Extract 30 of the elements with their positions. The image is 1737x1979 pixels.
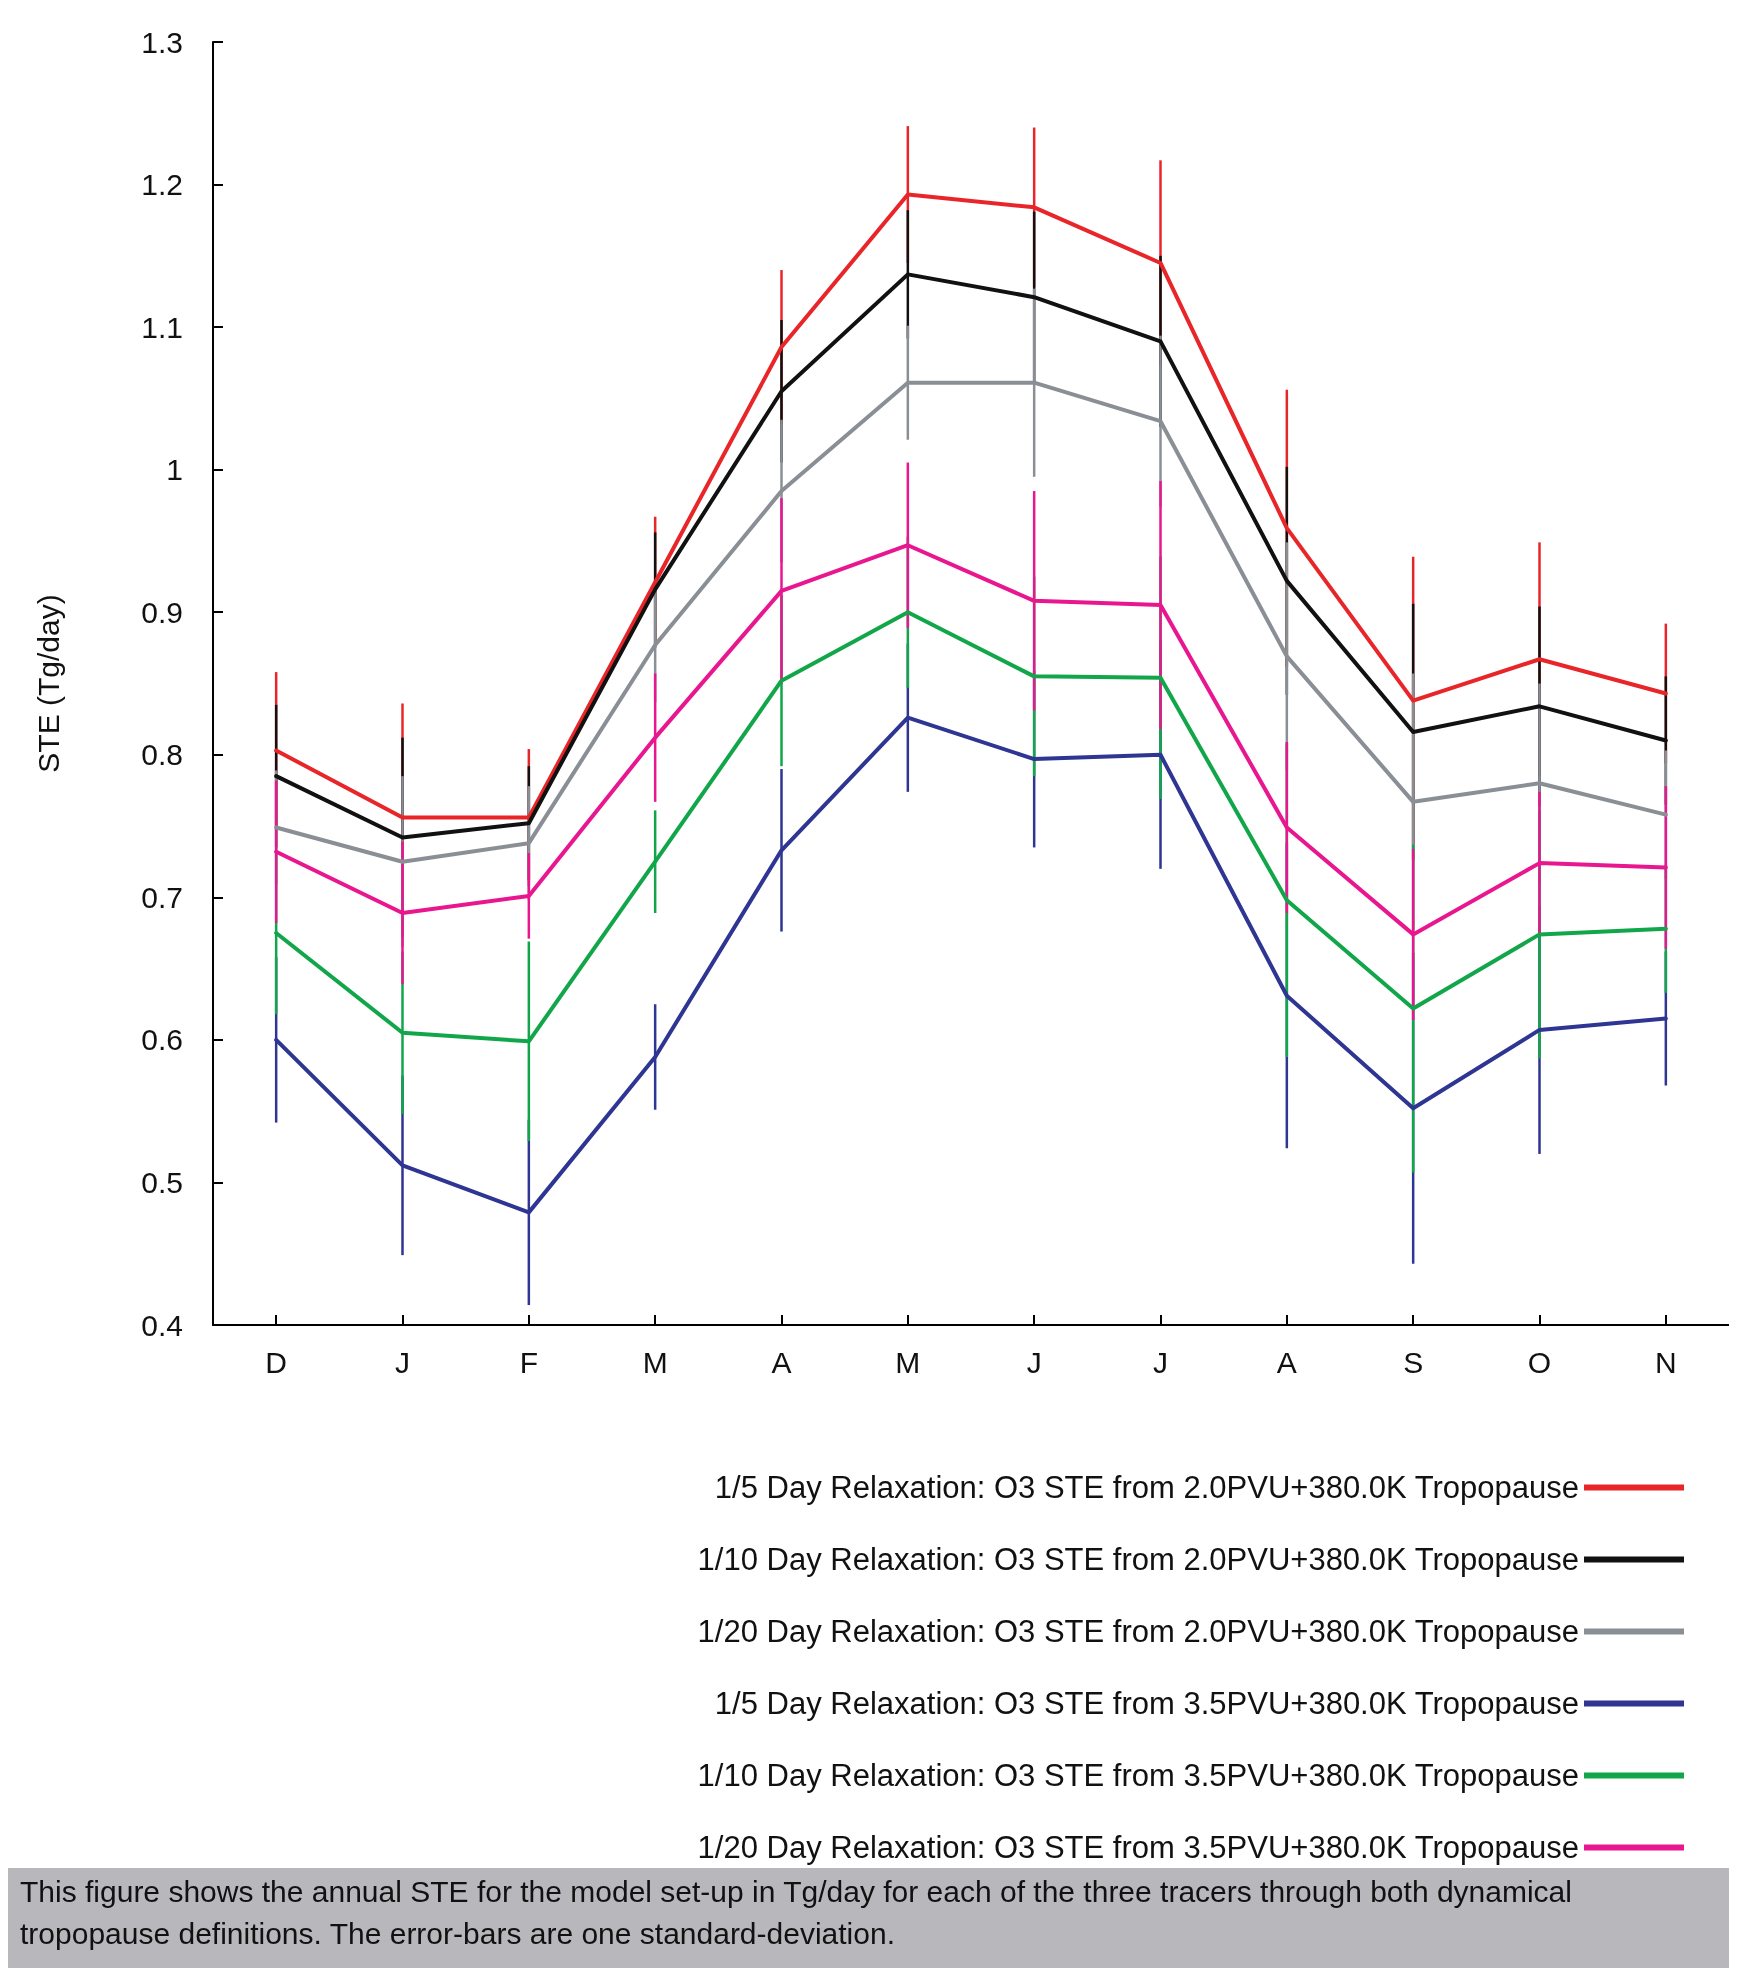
y-tick-label: 0.5 (141, 1165, 183, 1199)
x-tick-label: D (265, 1345, 287, 1379)
legend-label: 1/10 Day Relaxation: O3 STE from 3.5PVU+380.0K Tropopause (697, 1758, 1579, 1793)
x-tick-label: M (642, 1345, 668, 1379)
y-tick-label: 1.2 (141, 168, 183, 202)
x-tick-label: J (1153, 1345, 1168, 1379)
legend-label: 1/20 Day Relaxation: O3 STE from 2.0PVU+380.0K Tropopause (697, 1614, 1579, 1649)
legend-label: 1/5 Day Relaxation: O3 STE from 2.0PVU+380.0K Tropopause (714, 1470, 1579, 1505)
y-tick-label: 1 (166, 453, 183, 487)
x-tick-label: S (1403, 1345, 1424, 1379)
y-tick-label: 0.8 (141, 738, 183, 772)
y-tick-label: 1.1 (141, 310, 183, 344)
x-tick-label: A (1276, 1345, 1297, 1379)
y-axis-title: STE (Tg/day) (31, 594, 65, 773)
x-tick-label: F (519, 1345, 538, 1379)
legend-label: 1/5 Day Relaxation: O3 STE from 3.5PVU+380.0K Tropopause (714, 1686, 1579, 1721)
x-tick-label: J (395, 1345, 410, 1379)
legend-label: 1/10 Day Relaxation: O3 STE from 2.0PVU+380.0K Tropopause (697, 1542, 1579, 1577)
x-tick-label: J (1026, 1345, 1042, 1379)
x-tick-label: O (1527, 1345, 1552, 1379)
y-tick-label: 1.3 (141, 25, 183, 59)
x-tick-label: M (895, 1345, 921, 1379)
y-tick-label: 0.6 (141, 1023, 183, 1057)
x-tick-label: A (771, 1345, 792, 1379)
text: This figure shows the annual STE for the model set-up in Tg/day for each of the three tracers through both dynamical tropopause definitions. The error-bars are one standard-deviation. (20, 1874, 1581, 1950)
y-tick-label: 0.4 (141, 1308, 183, 1342)
x-tick-label: N (1655, 1345, 1677, 1379)
y-tick-label: 0.7 (141, 880, 183, 914)
y-tick-label: 0.9 (141, 595, 183, 629)
legend-label: 1/20 Day Relaxation: O3 STE from 3.5PVU+380.0K Tropopause (697, 1830, 1579, 1865)
